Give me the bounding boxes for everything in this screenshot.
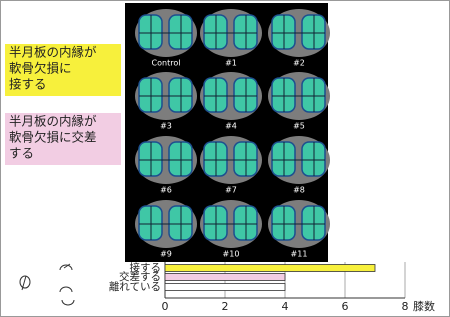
x-tick-label: 8: [402, 300, 409, 313]
note-text: 接する: [9, 77, 47, 92]
icons: [19, 263, 75, 306]
category-label: 接する: [130, 261, 162, 274]
panel-label: #3: [160, 122, 172, 131]
panel-label: #4: [225, 122, 237, 131]
note-text: する: [9, 146, 34, 161]
category-label: 離れている: [109, 280, 161, 293]
x-tick-label: 4: [282, 300, 289, 313]
panel-label: #11: [291, 250, 308, 259]
x-tick-label: 2: [222, 300, 229, 313]
panel-label: #10: [223, 250, 240, 259]
panel-label: Control: [152, 59, 181, 68]
x-tick-label: 0: [162, 300, 169, 313]
note-box: [5, 44, 121, 96]
bar: [164, 283, 286, 291]
bar: [164, 273, 286, 281]
panel-label: #7: [225, 186, 237, 195]
note-text: 軟骨欠損に: [9, 61, 72, 76]
note-box: [5, 113, 121, 165]
bar: [164, 264, 376, 272]
note-text: 軟骨欠損に交差: [9, 130, 97, 145]
x-axis-label: 膝数: [413, 300, 435, 313]
note-text: 半月板の内縁が: [9, 45, 97, 60]
panel-label: #8: [293, 186, 305, 195]
panel-label: #1: [225, 59, 237, 68]
panel-label: #9: [160, 250, 172, 259]
panel-label: #2: [293, 59, 305, 68]
panel-label: #5: [293, 122, 305, 131]
note-text: 半月板の内縁が: [9, 114, 97, 129]
panel-label: #6: [160, 186, 172, 195]
x-tick-label: 6: [342, 300, 349, 313]
category-label: 交差する: [119, 270, 161, 283]
